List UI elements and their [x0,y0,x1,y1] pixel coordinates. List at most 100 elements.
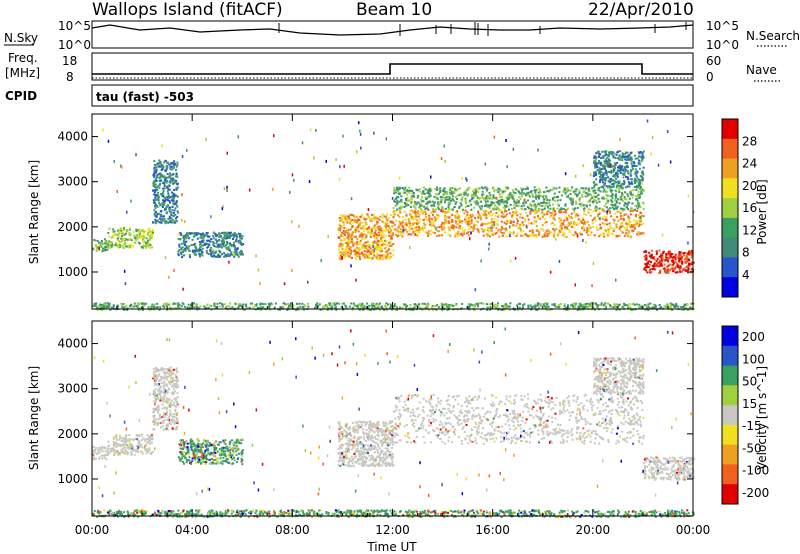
power-echo [605,153,608,156]
power-echo [495,189,498,192]
power-echo [340,252,343,255]
power-echo [609,212,612,215]
power-echo [359,252,361,255]
power-echo [377,231,380,234]
power-echo [615,181,618,184]
power-echo [164,222,167,225]
power-echo [581,194,583,197]
power-echo [653,262,656,265]
power-echo [378,303,380,306]
power-echo [537,202,540,205]
power-echo [116,234,119,237]
power-echo [385,225,388,228]
power-echo [472,304,475,307]
power-echo [161,195,164,198]
power-echo [361,233,364,236]
power-echo [466,232,468,235]
power-echo [467,217,470,220]
power-echo [395,228,397,231]
power-echo [530,306,533,309]
power-echo [687,267,690,270]
power-echo [597,197,600,200]
power-echo [118,235,121,238]
power-echo [558,306,561,309]
power-echo [163,161,166,164]
power-echo [103,238,106,241]
power-echo [607,154,610,157]
power-echo [381,241,384,244]
freq-trace [92,63,693,75]
power-echo [407,218,410,221]
power-echo [128,246,130,249]
power-echo [591,306,594,308]
power-speckle [488,242,490,246]
power-echo [605,218,607,221]
power-echo [288,305,290,307]
power-echo [444,214,447,217]
power-echo [500,209,502,212]
power-echo [486,303,489,306]
power-echo [621,192,624,195]
power-echo [408,226,411,229]
power-echo [175,200,178,203]
power-echo [190,303,192,306]
power-echo [690,263,693,266]
power-echo [408,229,411,232]
power-echo [590,194,593,197]
power-echo [559,211,562,214]
power-echo [691,249,693,252]
power-echo [386,254,389,256]
power-echo [457,215,460,218]
power-echo [210,255,213,258]
power-echo [396,200,399,202]
power-echo [571,186,574,189]
power-echo [573,211,576,214]
power-echo [357,303,360,306]
power-echo [360,227,363,230]
power-echo [588,187,591,190]
power-echo [672,257,675,260]
power-echo [640,160,643,163]
power-echo [586,302,589,305]
power-echo [598,213,601,215]
power-echo [463,212,466,215]
power-echo [392,253,395,256]
power-echo [128,227,131,230]
power-echo [112,235,115,238]
power-echo [418,190,421,193]
power-echo [376,255,379,258]
power-echo [632,230,635,232]
power-echo [246,307,249,309]
power-echo [665,304,668,307]
power-echo [455,232,458,234]
power-echo [375,222,378,225]
power-echo [655,260,658,263]
power-echo [401,221,403,224]
power-echo [631,308,633,311]
power-echo [625,198,628,201]
power-echo [389,220,392,223]
power-echo [296,306,299,309]
power-echo [567,306,570,309]
power-echo [422,190,425,193]
power-echo [191,238,194,241]
power-echo [130,304,133,307]
power-echo [528,230,531,233]
power-echo [603,167,606,170]
power-echo [226,254,229,257]
power-echo [345,248,348,251]
power-echo [624,158,627,161]
power-echo [117,243,120,246]
power-echo [569,189,572,192]
power-echo [679,270,682,273]
power-echo [362,254,365,257]
power-echo [386,228,389,231]
power-echo [684,304,687,307]
power-echo [129,246,132,249]
power-echo [444,201,446,204]
power-echo [348,239,350,242]
power-echo [292,304,295,307]
power-echo [403,206,406,208]
power-echo [533,189,536,192]
power-echo [637,151,640,154]
